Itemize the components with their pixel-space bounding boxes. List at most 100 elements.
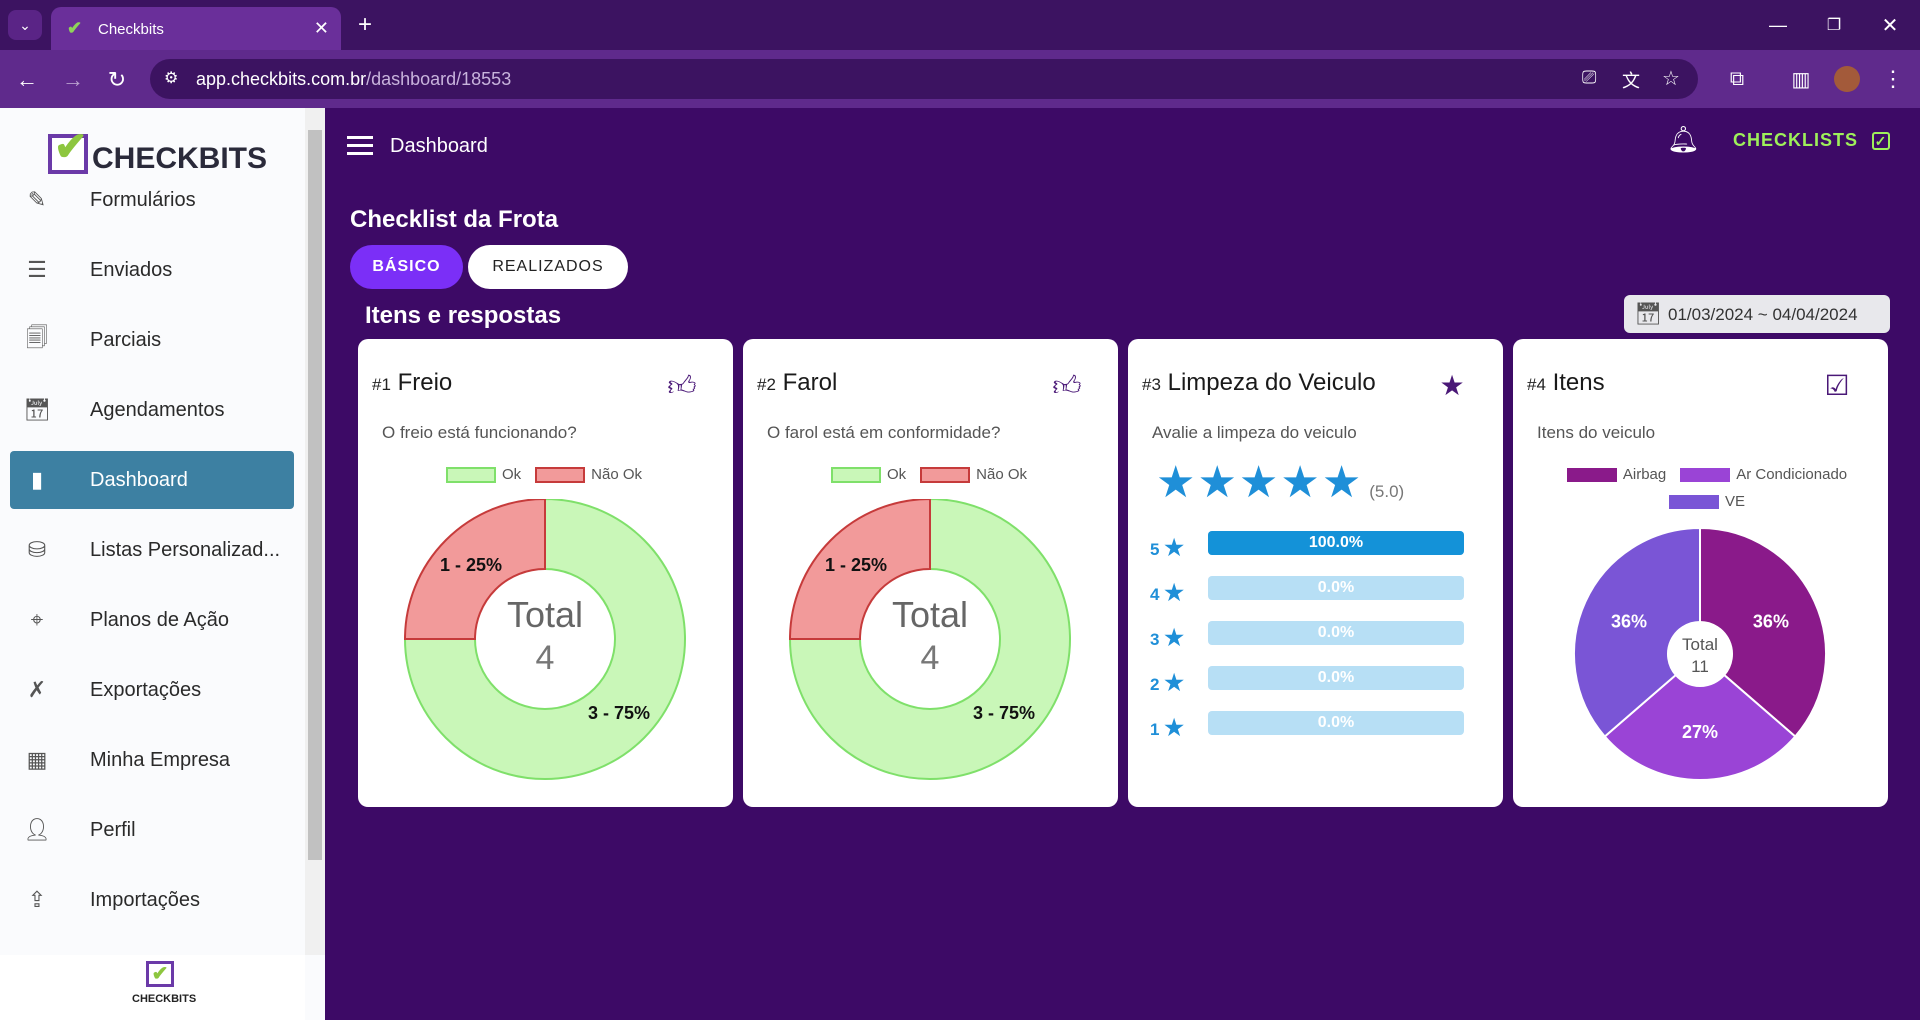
footer-brand-name: CHECKBITS	[132, 993, 197, 1005]
legend-swatch	[535, 466, 586, 483]
sidebar-item-label: Agendamentos	[90, 398, 225, 421]
card-question: O farol está em conformidade?	[767, 423, 1001, 442]
legend-entry: Airbag	[1566, 466, 1667, 483]
pie-slice-nao-ok[interactable]	[788, 499, 931, 640]
rating-bar-label: 0.0%	[1317, 669, 1355, 686]
sidebar-item-parciais[interactable]: 🗐︎ Parciais	[10, 311, 294, 369]
install-app-icon[interactable]: ⎚	[1582, 67, 1597, 87]
card-title: #3 Limpeza do Veiculo	[1142, 369, 1376, 397]
sidebar-item-perfil[interactable]: 👤︎ Perfil	[10, 801, 294, 859]
address-bar[interactable]: ⚙ app.checkbits.com.br/dashboard/18553 ⎚…	[150, 59, 1698, 99]
sidebar-item-label: Listas Personalizad...	[90, 538, 281, 561]
pie-slice-ar-condicionado[interactable]	[1603, 673, 1797, 781]
rating-level-number: 5	[1150, 540, 1160, 559]
chart-legend: Ok Não Ok	[831, 466, 1035, 483]
legend-swatch	[1668, 494, 1719, 509]
rating-level: 1 ★	[1150, 715, 1184, 741]
center-value: 4	[921, 639, 940, 677]
pie-slice-ok[interactable]	[788, 499, 1071, 780]
card-farol: #2 Farol 👍︎ O farol está em conformidade…	[743, 339, 1118, 807]
page-title: Checklist da Frota	[350, 206, 559, 233]
bar-chart-icon: ▮	[30, 467, 44, 492]
rating-star-icon: ★	[1156, 458, 1198, 507]
rating-star-icon: ★	[1238, 458, 1281, 507]
tab-realizados[interactable]: REALIZADOS	[468, 245, 628, 289]
rating-star-icon: ★	[1321, 458, 1364, 507]
pie-slice-nao-ok[interactable]	[403, 499, 546, 640]
tab-title: Checkbits	[98, 21, 164, 38]
pie-slice-ok[interactable]	[403, 499, 686, 780]
sidebar-item-listas-personalizad[interactable]: ⛁ Listas Personalizad...	[10, 521, 294, 579]
close-window-icon[interactable]: ✕	[1881, 14, 1899, 37]
excel-icon: ✗	[27, 677, 47, 702]
brand-name: CHECKBITS	[92, 142, 268, 175]
forward-icon[interactable]: →	[62, 67, 84, 92]
thumbs-up-down-icon[interactable]: 👍︎	[667, 370, 697, 401]
checklists-link[interactable]: CHECKLISTS ✓	[1733, 130, 1891, 151]
legend-label: VE	[1724, 493, 1745, 510]
tab-basico[interactable]: BÁSICO	[350, 245, 463, 289]
reload-icon[interactable]: ↻	[107, 67, 127, 92]
checkbox-edit-icon[interactable]: ☑	[1824, 370, 1850, 401]
restore-icon[interactable]: ❐	[1826, 17, 1842, 34]
rating-bar-label: 100.0%	[1308, 534, 1364, 551]
back-icon[interactable]: ←	[16, 67, 38, 92]
menu-icon[interactable]	[347, 134, 373, 156]
pie-chart: 36% 27% 36% Total 11	[1573, 526, 1827, 781]
browser-menu-icon[interactable]: ⋮	[1882, 66, 1904, 91]
new-tab-icon[interactable]: +	[357, 11, 372, 38]
rating-bar-row: 1 ★ 0.0%	[1150, 711, 1470, 740]
browser-tab[interactable]: ✔ Checkbits ✕	[51, 7, 341, 50]
sidebar-item-minha-empresa[interactable]: ▦ Minha Empresa	[10, 731, 294, 789]
extensions-icon[interactable]: ⧉	[1729, 67, 1745, 90]
translate-icon[interactable]: 文	[1622, 71, 1640, 91]
thumbs-up-down-icon[interactable]: 👍︎	[1052, 370, 1082, 401]
sidebar-item-formul-rios[interactable]: ✎ Formulários	[10, 171, 294, 229]
sidebar-item-importa-es[interactable]: ⇪ Importações	[10, 871, 294, 929]
sidebar-item-dashboard[interactable]: ▮ Dashboard	[10, 451, 294, 509]
sidebar-item-enviados[interactable]: ☰ Enviados	[10, 241, 294, 299]
form-edit-icon: ✎	[27, 187, 47, 212]
sidebar-item-label: Parciais	[90, 328, 162, 351]
rating-level: 3 ★	[1150, 625, 1184, 651]
rating-bar-row: 3 ★ 0.0%	[1150, 621, 1470, 650]
close-tab-icon[interactable]: ✕	[313, 18, 329, 38]
sidebar-item-label: Planos de Ação	[90, 608, 229, 631]
sent-list-icon: ☰	[27, 257, 47, 282]
card-freio: #1 Freio 👍︎ O freio está funcionando? Ok N…	[358, 339, 733, 807]
brand-logo[interactable]: ✔ CHECKBITS	[48, 125, 268, 180]
legend-label: Ok	[502, 466, 522, 483]
bookmark-star-icon[interactable]: ☆	[1662, 68, 1680, 90]
bell-icon[interactable]: 🔔︎	[1667, 124, 1701, 154]
site-info-icon[interactable]: ⚙	[164, 70, 179, 87]
slice-label: 3 - 75%	[588, 703, 650, 723]
card-number: #2	[757, 375, 776, 394]
sidebar-item-label: Formulários	[90, 188, 196, 211]
tab-search-icon[interactable]: ⌄	[8, 10, 42, 40]
sidebar-item-agendamentos[interactable]: 📅︎ Agendamentos	[10, 381, 294, 439]
rating-level-number: 1	[1150, 720, 1160, 739]
rating-bar: 100.0%	[1208, 531, 1464, 555]
minimize-icon[interactable]: —	[1769, 14, 1787, 35]
rating-star-icon: ★	[1280, 458, 1322, 507]
checklists-label: CHECKLISTS	[1733, 130, 1859, 150]
rating-bar: 0.0%	[1208, 711, 1464, 735]
rating-star-icon: ★	[1197, 458, 1239, 507]
sidepanel-icon[interactable]: ▥	[1791, 68, 1811, 91]
legend-label: Airbag	[1622, 466, 1667, 483]
legend-label: Ok	[887, 466, 907, 483]
pie-center	[1668, 622, 1732, 686]
sidebar-item-planos-de-a-o[interactable]: ⌖ Planos de Ação	[10, 591, 294, 649]
sidebar-item-label: Exportações	[90, 678, 202, 701]
rating-level: 2 ★	[1150, 670, 1184, 696]
star-icon[interactable]: ★	[1439, 370, 1465, 401]
sidebar: ✔ CHECKBITS ✎ Formulários ☰ Enviados 🗐︎ Parci…	[0, 108, 325, 1020]
rating-level-number: 3	[1150, 630, 1160, 649]
calendar-icon: 📅︎	[1634, 301, 1662, 326]
date-range-picker[interactable]: 📅︎ 01/03/2024 ~ 04/04/2024	[1624, 295, 1890, 333]
sidebar-scroll-thumb[interactable]	[308, 130, 322, 860]
rating-bar-label: 0.0%	[1317, 624, 1355, 641]
card-number: #3	[1142, 375, 1161, 394]
sidebar-item-exporta-es[interactable]: ✗ Exportações	[10, 661, 294, 719]
profile-avatar[interactable]	[1834, 66, 1860, 92]
